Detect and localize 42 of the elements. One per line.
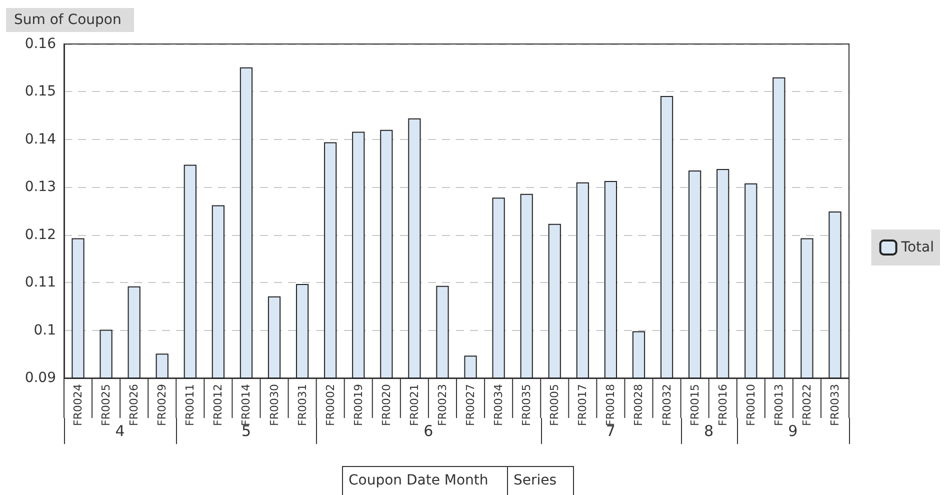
x-tick-label: FR0019	[352, 384, 365, 426]
x-tick-label: FR0024	[72, 384, 85, 426]
x-tick-label: FR0010	[744, 384, 758, 426]
text: Series	[514, 472, 557, 488]
x-tick-label: FR0005	[548, 384, 562, 426]
y-tick-label: 0.14	[24, 131, 56, 148]
x-tick-label: FR0034	[492, 384, 506, 426]
legend-label: Total	[900, 240, 934, 256]
x-tick-label: FR0029	[156, 384, 169, 426]
y-tick-label: 0.15	[24, 84, 56, 100]
x-tick-label: FR0032	[660, 384, 674, 426]
x-tick-label: FR0026	[128, 384, 141, 426]
y-axis-title: Sum of Coupon	[14, 12, 122, 28]
text: 4	[115, 422, 125, 440]
x-tick-label: FR0012	[212, 384, 225, 426]
x-tick-label: FR0016	[716, 384, 730, 426]
x-axis-title: Coupon Date Month	[348, 472, 488, 488]
x-tick-label: FR0031	[296, 384, 309, 426]
x-tick-label: FR0033	[828, 384, 842, 426]
text: 6	[424, 422, 434, 440]
x-tick-label: FR0002	[324, 384, 337, 426]
x-tick-label: FR0013	[772, 384, 786, 426]
x-tick-label: FR0027	[464, 384, 478, 426]
text: 9	[788, 422, 798, 440]
y-tick-label: 0.12	[24, 226, 56, 243]
x-tick-label: FR0030	[268, 384, 281, 426]
y-tick-label: 0.1	[34, 322, 56, 338]
y-tick-label: 0.16	[24, 36, 56, 52]
x-tick-label: FR0017	[576, 384, 590, 426]
x-tick-label: FR0028	[632, 384, 646, 426]
x-tick-label: FR0023	[436, 384, 449, 426]
y-tick-label: 0.09	[24, 370, 56, 386]
y-tick-label: 0.11	[24, 274, 56, 291]
x-tick-label: FR0025	[100, 384, 113, 426]
x-tick-label: FR0021	[408, 384, 421, 426]
x-tick-label: FR0020	[380, 384, 393, 426]
y-tick-label: 0.13	[24, 179, 56, 196]
x-tick-label: FR0011	[184, 384, 197, 426]
x-tick-label: FR0035	[520, 384, 534, 426]
x-tick-label: FR0022	[800, 384, 814, 426]
x-tick-label: FR0015	[688, 384, 702, 426]
text: 8	[704, 422, 714, 440]
